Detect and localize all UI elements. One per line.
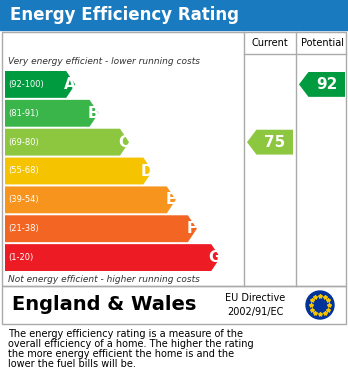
Polygon shape [5, 71, 75, 98]
Text: the more energy efficient the home is and the: the more energy efficient the home is an… [8, 349, 234, 359]
Text: (39-54): (39-54) [8, 196, 39, 204]
Text: E: E [165, 192, 175, 207]
Polygon shape [299, 72, 345, 97]
Text: 92: 92 [316, 77, 338, 92]
Polygon shape [5, 244, 220, 271]
Text: (55-68): (55-68) [8, 167, 39, 176]
Text: lower the fuel bills will be.: lower the fuel bills will be. [8, 359, 136, 369]
Text: Not energy efficient - higher running costs: Not energy efficient - higher running co… [8, 274, 200, 283]
Text: (21-38): (21-38) [8, 224, 39, 233]
Text: Current: Current [252, 38, 288, 48]
Text: D: D [141, 163, 153, 179]
Text: 75: 75 [264, 135, 285, 150]
Polygon shape [5, 158, 152, 185]
Bar [2, 286, 346, 324]
Text: Very energy efficient - lower running costs: Very energy efficient - lower running co… [8, 57, 200, 66]
Text: (1-20): (1-20) [8, 253, 33, 262]
Text: B: B [87, 106, 99, 121]
Text: England & Wales: England & Wales [12, 296, 196, 314]
Text: (81-91): (81-91) [8, 109, 39, 118]
Text: The energy efficiency rating is a measure of the: The energy efficiency rating is a measur… [8, 329, 243, 339]
Text: G: G [208, 250, 221, 265]
Text: Potential: Potential [301, 38, 343, 48]
Bar [0, 0, 348, 30]
Polygon shape [5, 129, 129, 156]
Bar [2, 32, 346, 286]
Text: C: C [118, 135, 129, 150]
Polygon shape [247, 130, 293, 154]
Text: (92-100): (92-100) [8, 80, 44, 89]
Text: A: A [64, 77, 76, 92]
Text: EU Directive
2002/91/EC: EU Directive 2002/91/EC [225, 293, 285, 317]
Polygon shape [5, 215, 197, 242]
Text: Energy Efficiency Rating: Energy Efficiency Rating [10, 6, 239, 24]
Text: overall efficiency of a home. The higher the rating: overall efficiency of a home. The higher… [8, 339, 254, 349]
Text: (69-80): (69-80) [8, 138, 39, 147]
Polygon shape [5, 187, 176, 213]
Polygon shape [5, 100, 98, 127]
Text: F: F [186, 221, 197, 236]
Circle shape [306, 291, 334, 319]
